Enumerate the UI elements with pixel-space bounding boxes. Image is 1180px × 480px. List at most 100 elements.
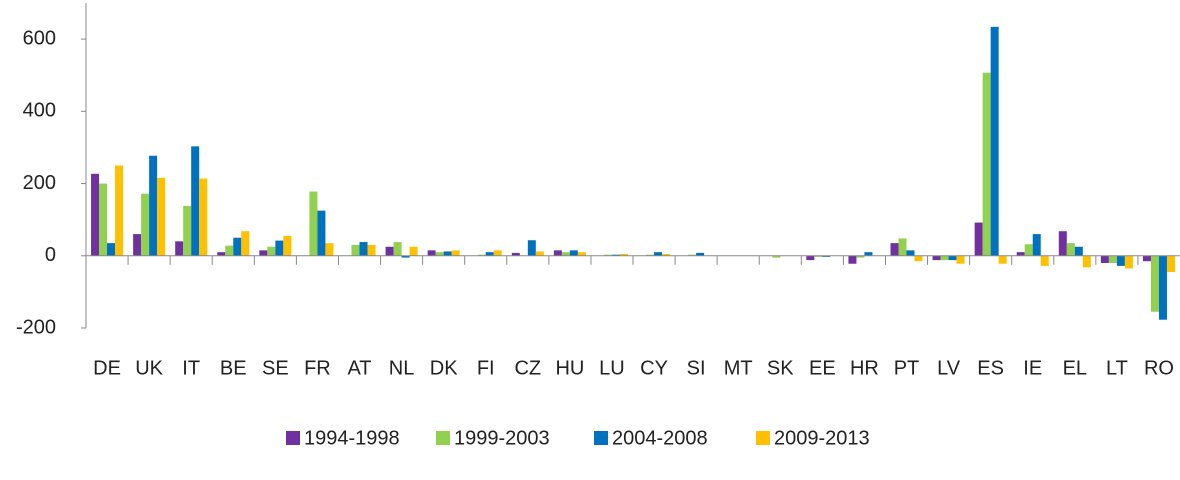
bar: [393, 242, 402, 256]
bar: [225, 245, 234, 256]
x-tick-label: HU: [555, 357, 584, 379]
bar: [948, 255, 957, 261]
bar: [1124, 255, 1133, 269]
legend-swatch: [756, 431, 770, 445]
x-tick-label: MT: [724, 357, 753, 379]
bar: [611, 254, 620, 256]
x-tick-label: SK: [767, 357, 794, 379]
bar: [990, 26, 999, 256]
x-tick-label: DE: [93, 357, 121, 379]
bar: [217, 252, 226, 256]
bar: [940, 255, 949, 261]
bar: [822, 255, 831, 257]
bar: [1142, 255, 1151, 262]
bar: [157, 177, 166, 256]
x-tick-label: EL: [1063, 357, 1087, 379]
bar: [998, 255, 1007, 264]
bar: [569, 250, 578, 256]
bar: [149, 155, 158, 256]
bar: [275, 240, 284, 256]
bar: [1058, 231, 1067, 256]
bar: [662, 253, 671, 256]
bar: [577, 252, 586, 256]
bar: [1040, 255, 1049, 266]
bar: [241, 231, 250, 256]
bar: [511, 252, 520, 256]
bar: [309, 191, 318, 256]
bar: [561, 252, 570, 256]
y-tick-label: 600: [23, 27, 56, 49]
x-tick-label: DK: [430, 357, 458, 379]
bar: [317, 210, 326, 256]
bar: [696, 252, 705, 256]
y-tick-label: 200: [23, 172, 56, 194]
bar: [1108, 255, 1117, 263]
bar: [233, 237, 242, 256]
bar: [806, 255, 815, 261]
x-tick-label: AT: [347, 357, 371, 379]
bar: [191, 146, 200, 256]
legend-label: 2009-2013: [774, 427, 870, 449]
bar: [1016, 252, 1025, 256]
bar: [1082, 255, 1091, 268]
x-tick-label: CZ: [514, 357, 541, 379]
bar: [848, 255, 857, 264]
bar: [932, 255, 941, 261]
bar: [1024, 244, 1033, 256]
bar: [175, 241, 184, 256]
bar: [443, 251, 452, 256]
bar: [1116, 255, 1125, 266]
bar: [1074, 246, 1083, 256]
x-tick-label: CY: [640, 357, 668, 379]
bar: [772, 255, 781, 258]
bar: [283, 235, 292, 256]
bar: [259, 250, 268, 256]
bar: [956, 255, 965, 264]
x-tick-label: LV: [937, 357, 961, 379]
bar: [477, 254, 486, 256]
bar: [898, 238, 907, 256]
bar: [451, 250, 460, 256]
bar: [1066, 243, 1075, 256]
bar: [115, 165, 124, 256]
bar: [427, 250, 436, 256]
bar: [646, 254, 655, 256]
bar: [654, 252, 663, 256]
x-tick-label: LT: [1106, 357, 1128, 379]
legend-label: 2004-2008: [612, 427, 708, 449]
legend-swatch: [594, 431, 608, 445]
x-tick-label: PT: [894, 357, 920, 379]
x-tick-label: IE: [1023, 357, 1042, 379]
bar: [688, 254, 697, 256]
x-tick-label: UK: [135, 357, 163, 379]
x-tick-label: ES: [977, 357, 1004, 379]
bar: [359, 242, 368, 256]
bar: [199, 178, 208, 256]
bar: [603, 254, 612, 256]
bar: [485, 252, 494, 256]
x-tick-label: BE: [220, 357, 247, 379]
bar: [409, 246, 418, 256]
bar: [1158, 255, 1167, 320]
bar: [133, 234, 142, 256]
x-tick-label: RO: [1144, 357, 1174, 379]
y-tick-label: 400: [23, 100, 56, 122]
bar: [527, 240, 536, 256]
bar: [906, 250, 915, 256]
bar: [91, 173, 100, 256]
bar: [325, 243, 334, 256]
bar: [435, 252, 444, 256]
bar: [890, 243, 899, 256]
bar: [99, 183, 108, 256]
bar: [553, 250, 562, 256]
x-tick-label: IT: [182, 357, 200, 379]
y-tick-label: -200: [16, 316, 56, 338]
bar: [493, 250, 502, 256]
bar: [401, 255, 410, 258]
bar: [107, 243, 116, 256]
bar: [1100, 255, 1109, 263]
legend-swatch: [436, 431, 450, 445]
x-tick-label: FI: [477, 357, 495, 379]
bar: [535, 251, 544, 256]
